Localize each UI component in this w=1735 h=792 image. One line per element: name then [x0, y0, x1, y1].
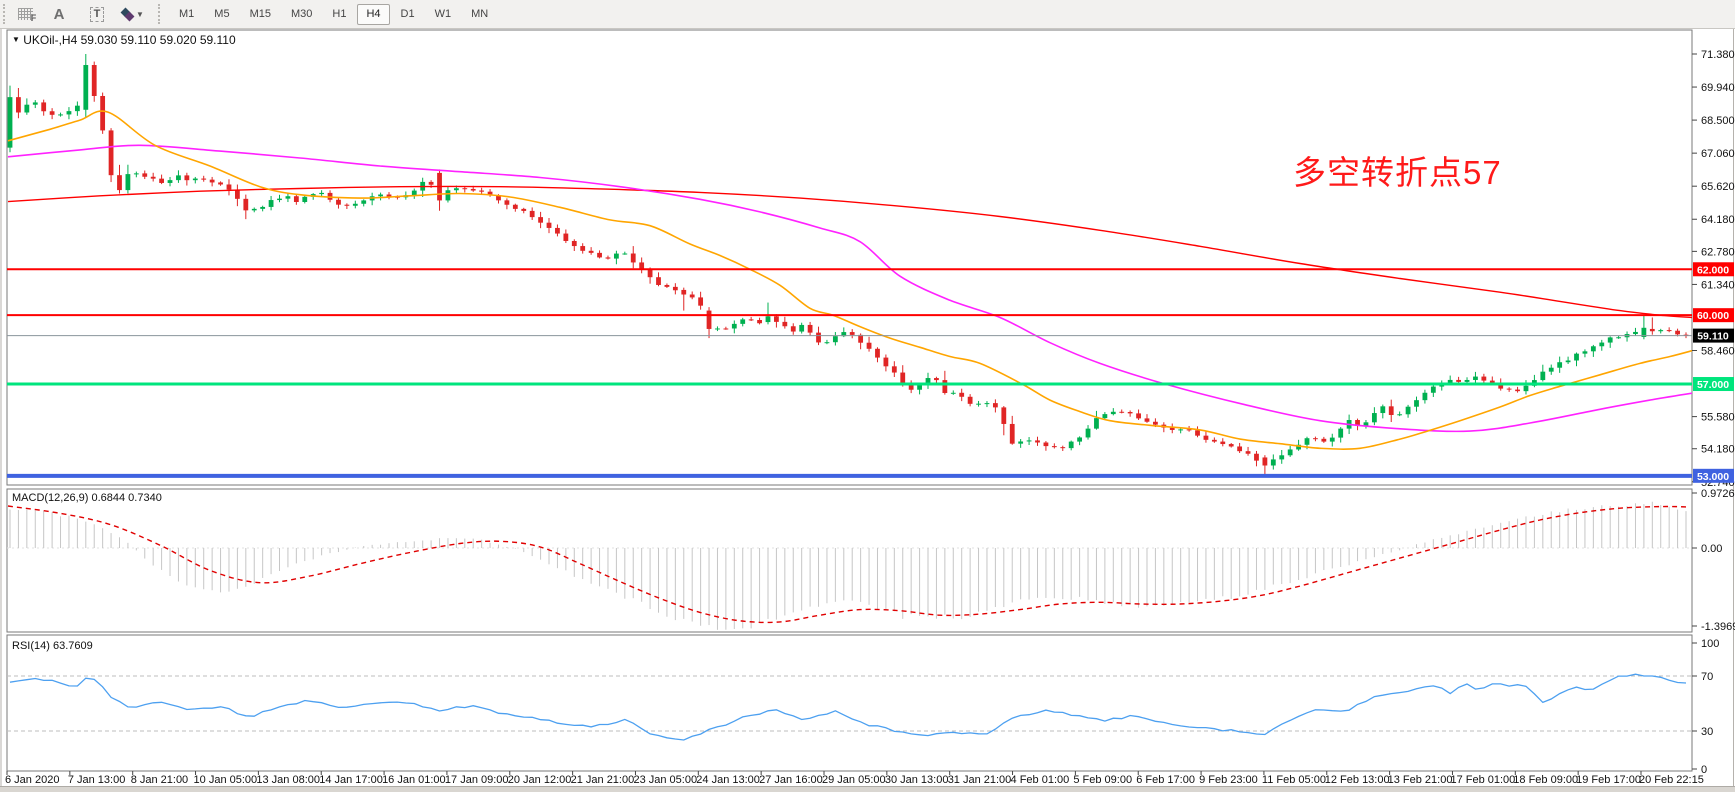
chevron-down-icon[interactable]: ▼	[136, 9, 144, 19]
toolbar-grip-2[interactable]	[158, 4, 165, 24]
svg-text:60.000: 60.000	[1697, 310, 1729, 322]
time-axis-label: 13 Jan 08:00	[256, 774, 320, 786]
grid-tool-icon[interactable]: F	[14, 4, 40, 24]
chart-annotation-text[interactable]: 多空转折点57	[1293, 154, 1502, 191]
time-axis-label: 23 Jan 05:00	[633, 774, 697, 786]
panel-frame	[6, 29, 1693, 486]
price-axis-label: 71.380	[1701, 49, 1735, 61]
toolbar: F A T ▼ M1 M5 M15 M30 H1 H4 D1 W1 MN	[0, 0, 1735, 29]
time-axis-label: 18 Feb 09:00	[1513, 774, 1578, 786]
rsi-axis-label: 100	[1701, 638, 1719, 650]
grid-glyph-icon	[17, 8, 33, 20]
macd-axis-label: 0.9726	[1701, 488, 1735, 500]
toolbar-grip[interactable]	[3, 4, 10, 24]
timeframe-button-H4[interactable]: H4	[357, 3, 390, 25]
macd-axis-label: -1.3969	[1701, 621, 1735, 633]
time-axis-label: 20 Feb 22:15	[1639, 774, 1704, 786]
macd-axis-label: 0.00	[1701, 543, 1722, 555]
timeframe-button-MN[interactable]: MN	[471, 8, 489, 20]
text-box-tool-icon[interactable]: T	[84, 4, 110, 24]
macd-series	[7, 501, 1692, 630]
chart-title-text: UKOil-,H4 59.030 59.110 59.020 59.110	[23, 33, 236, 47]
time-axis-label: 20 Jan 12:00	[508, 774, 572, 786]
rsi-axis-label: 30	[1701, 726, 1713, 738]
time-axis-label: 17 Feb 01:00	[1450, 774, 1515, 786]
rsi-axis-label: 0	[1701, 764, 1707, 776]
time-axis-label: 17 Jan 09:00	[445, 774, 509, 786]
ma-slow-red-line	[7, 185, 1692, 319]
price-badge-60.000	[1693, 308, 1734, 323]
time-axis-label: 16 Jan 01:00	[382, 774, 446, 786]
svg-text:57.000: 57.000	[1697, 379, 1729, 391]
time-axis-label: 5 Feb 09:00	[1073, 774, 1132, 786]
time-axis-label: 4 Feb 01:00	[1011, 774, 1070, 786]
timeframe-button-M30[interactable]: M30	[290, 8, 313, 20]
timeframe-button-M1[interactable]: M1	[179, 8, 195, 20]
price-axis-label: 69.940	[1701, 82, 1735, 94]
time-axis-label: 27 Jan 16:00	[759, 774, 823, 786]
text-tool-label: T	[89, 6, 105, 22]
price-badge-59.110	[1693, 328, 1734, 343]
ma-fast-orange-line	[7, 110, 1692, 450]
timeframe-button-M5[interactable]: M5	[214, 8, 230, 20]
time-axis-label: 6 Jan 2020	[5, 774, 59, 786]
ma-mid-magenta-line	[7, 144, 1692, 433]
time-axis-label: 6 Feb 17:00	[1136, 774, 1195, 786]
timeframe-button-W1[interactable]: W1	[434, 8, 452, 20]
time-axis-label: 8 Jan 21:00	[131, 774, 189, 786]
rsi-line	[9, 673, 1687, 741]
price-axis-label: 54.180	[1701, 444, 1735, 456]
timeframe-button-H1[interactable]: H1	[332, 8, 347, 20]
svg-text:53.000: 53.000	[1697, 471, 1729, 483]
price-badge-62.000	[1693, 262, 1734, 277]
price-axis-label: 64.180	[1701, 214, 1735, 226]
chart-title: ▼ UKOil-,H4 59.030 59.110 59.020 59.110	[12, 33, 236, 47]
grid-tool-label: F	[30, 13, 37, 23]
panel-frame	[6, 634, 1693, 772]
time-axis-label: 7 Jan 13:00	[68, 774, 126, 786]
svg-text:62.000: 62.000	[1697, 264, 1729, 276]
macd-signal-line	[7, 505, 1687, 624]
time-axis-label: 30 Jan 13:00	[885, 774, 949, 786]
moving-averages	[7, 110, 1692, 450]
price-axis[interactable]: 71.380 69.940 68.500 67.060 65.620 64.180 62.7…	[1692, 49, 1735, 776]
time-axis-label: 24 Jan 13:00	[696, 774, 760, 786]
timeframe-button-D1[interactable]: D1	[400, 8, 415, 20]
time-axis-label: 13 Feb 21:00	[1388, 774, 1453, 786]
time-axis-label: 10 Jan 05:00	[194, 774, 258, 786]
rsi-axis-label: 70	[1701, 671, 1713, 683]
price-axis-label: 61.340	[1701, 279, 1735, 291]
time-axis-label: 31 Jan 21:00	[948, 774, 1012, 786]
arrows-tool-icon[interactable]: ▼	[120, 4, 146, 24]
time-axis-label: 29 Jan 05:00	[822, 774, 886, 786]
timeframe-button-M15[interactable]: M15	[249, 8, 271, 20]
price-badge-57.000	[1693, 377, 1734, 392]
macd-indicator-label: MACD(12,26,9) 0.6844 0.7340	[12, 492, 162, 504]
price-axis-label: 62.780	[1701, 246, 1735, 258]
window-bottom-edge	[0, 786, 1735, 792]
rsi-series	[7, 673, 1692, 741]
time-axis-label: 19 Feb 17:00	[1576, 774, 1641, 786]
rsi-indicator-label: RSI(14) 63.7609	[12, 640, 93, 652]
time-axis-label: 21 Jan 21:00	[571, 774, 635, 786]
svg-text:59.110: 59.110	[1697, 331, 1729, 343]
time-axis-label: 14 Jan 17:00	[319, 774, 383, 786]
time-axis-label: 11 Feb 05:00	[1262, 774, 1326, 786]
time-axis-label: 12 Feb 13:00	[1325, 774, 1390, 786]
price-badge-53.000	[1693, 468, 1734, 483]
price-axis-label: 68.500	[1701, 115, 1735, 127]
time-axis[interactable]: 6 Jan 2020 7 Jan 13:00 8 Jan 21:00 10 Jan 0…	[5, 771, 1704, 786]
price-axis-label: 67.060	[1701, 148, 1735, 160]
price-axis-label: 58.460	[1701, 346, 1735, 358]
collapse-triangle-icon[interactable]: ▼	[12, 35, 20, 44]
time-axis-label: 9 Feb 23:00	[1199, 774, 1258, 786]
price-axis-label: 55.580	[1701, 412, 1735, 424]
price-axis-label: 65.620	[1701, 181, 1735, 193]
label-a-tool-icon[interactable]: A	[53, 5, 65, 23]
